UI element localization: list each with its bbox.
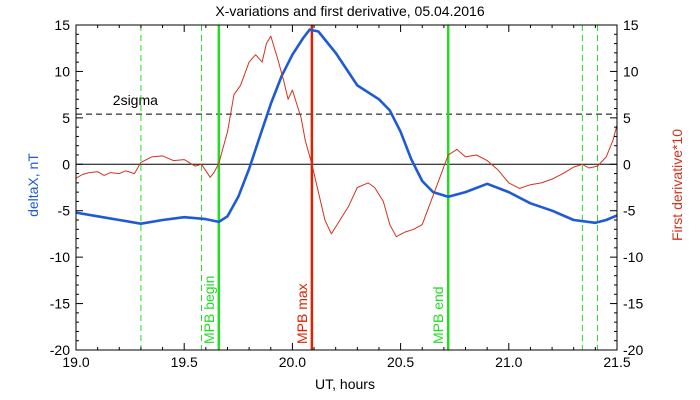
y-tick-label-right: -5 — [623, 203, 636, 219]
x-tick-label: 21.5 — [603, 354, 630, 370]
y-tick-label-right: -10 — [623, 249, 643, 265]
y-tick-label-right: -15 — [623, 296, 643, 312]
y-tick-label-left: -10 — [50, 249, 70, 265]
marker-label: MPB end — [430, 286, 446, 344]
marker-label: MPB max — [294, 283, 310, 344]
y-tick-label-right: 15 — [623, 17, 639, 33]
y-tick-label-right: 5 — [623, 110, 631, 126]
y-tick-label-right: 10 — [623, 63, 639, 79]
y-axis-label-right: First derivative*10 — [669, 129, 685, 241]
y-tick-label-left: -20 — [50, 342, 70, 358]
x-axis-label: UT, hours — [315, 376, 375, 392]
threshold-label: 2sigma — [113, 92, 158, 108]
y-tick-label-left: -5 — [58, 203, 71, 219]
x-tick-label: 19.0 — [62, 354, 89, 370]
x-tick-label: 20.5 — [387, 354, 414, 370]
reference-lines: 2sigma — [76, 92, 617, 165]
y-tick-label-left: 10 — [54, 63, 70, 79]
series-line-deltaX — [75, 28, 618, 225]
y-tick-label-left: 0 — [62, 156, 70, 172]
y-tick-label-right: -20 — [623, 342, 643, 358]
chart-title: X-variations and first derivative, 05.04… — [215, 3, 484, 19]
series-line-derivative — [75, 35, 618, 238]
x-tick-label: 19.5 — [171, 354, 198, 370]
y-tick-label-left: 5 — [62, 110, 70, 126]
y-tick-label-left: 15 — [54, 17, 70, 33]
plot-frame — [75, 24, 618, 351]
x-tick-label: 20.0 — [279, 354, 306, 370]
y-tick-label-right: 0 — [623, 156, 631, 172]
vertical-markers: MPB begin MPB max MPB end — [140, 25, 599, 350]
marker-label: MPB begin — [201, 276, 217, 344]
y-tick-label-left: -15 — [50, 296, 70, 312]
y-axis-label-left: deltaX, nT — [25, 153, 41, 217]
series — [75, 28, 618, 238]
x-tick-label: 21.0 — [495, 354, 522, 370]
